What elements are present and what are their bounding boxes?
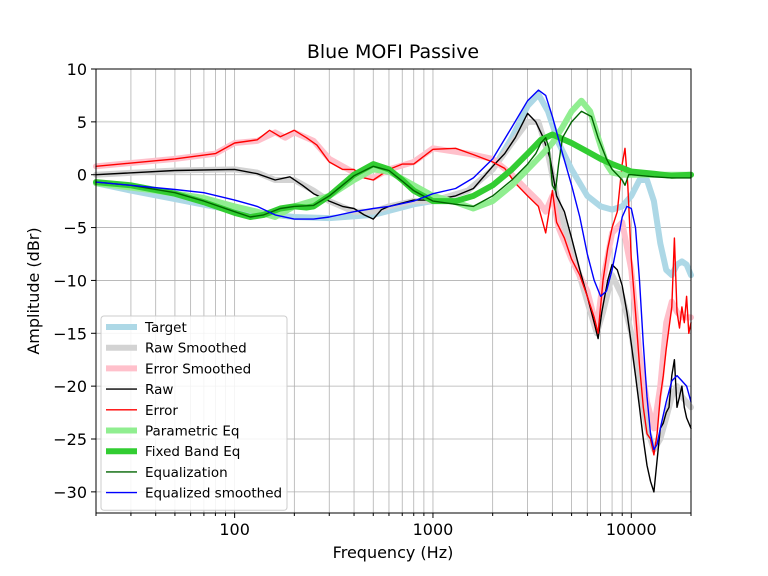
legend-label: Equalization <box>145 465 228 481</box>
x-axis-title: Frequency (Hz) <box>333 543 454 562</box>
series-line-error-smoothed <box>93 129 694 432</box>
legend-label: Target <box>144 320 187 336</box>
plot-frame <box>95 68 692 514</box>
legend-label: Fixed Band Eq <box>145 444 240 460</box>
series-line-raw <box>95 112 692 493</box>
legend-label: Raw Smoothed <box>145 341 247 357</box>
legend-label: Error Smoothed <box>145 361 251 377</box>
y-tick-label: −30 <box>53 483 87 502</box>
y-tick-label: −10 <box>53 271 87 290</box>
series-line-equalization <box>95 110 692 218</box>
chart-title: Blue MOFI Passive <box>307 41 479 63</box>
series-line-error <box>95 129 692 456</box>
x-tick-label: 1000 <box>413 520 454 539</box>
series-line-target <box>93 91 694 279</box>
x-tick-label: 10000 <box>606 520 657 539</box>
y-tick-label: 5 <box>77 113 87 132</box>
legend-label: Raw <box>145 382 173 398</box>
y-tick-label: −5 <box>63 219 87 238</box>
y-tick-label: −15 <box>53 324 87 343</box>
series-line-equalized-smoothed <box>95 89 692 451</box>
plot-area <box>93 89 694 493</box>
y-tick-label: −20 <box>53 377 87 396</box>
y-tick-label: 10 <box>67 60 87 79</box>
y-axis: 10 5 0 −5 −10 −15 −20 −25 −30 <box>53 60 96 502</box>
legend-label: Parametric Eq <box>145 424 240 440</box>
y-tick-label: −25 <box>53 430 87 449</box>
x-tick-label: 100 <box>219 520 250 539</box>
legend-label: Error <box>145 403 178 419</box>
y-axis-title: Amplitude (dBr) <box>24 227 43 354</box>
x-axis: 100 1000 10000 <box>95 513 692 539</box>
legend: Target Raw Smoothed Error Smoothed Raw Error… <box>100 315 288 511</box>
legend-frame <box>100 315 288 511</box>
legend-label: Equalized smoothed <box>145 486 282 502</box>
y-tick-label: 0 <box>77 166 87 185</box>
